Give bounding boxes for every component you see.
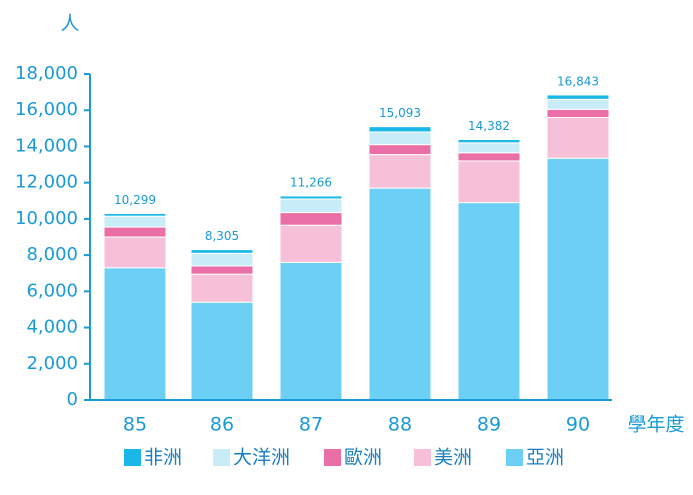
- bar-segment: [279, 198, 343, 214]
- bar-segment: [190, 301, 254, 401]
- bar-segment: [190, 249, 254, 254]
- bar-segment: [103, 212, 167, 217]
- total-label: 15,093: [379, 106, 421, 120]
- y-tick-label: 6,000: [26, 280, 78, 301]
- bar-segment: [368, 144, 432, 156]
- bar-segment: [546, 157, 610, 401]
- total-label: 11,266: [290, 175, 332, 189]
- legend-label: 歐洲: [344, 447, 382, 469]
- bar-segment: [103, 236, 167, 269]
- legend-swatch: [324, 449, 341, 466]
- y-tick-label: 2,000: [26, 353, 78, 374]
- legend-label: 美洲: [434, 447, 472, 469]
- bar-segment: [190, 252, 254, 267]
- bar-segment: [546, 116, 610, 159]
- y-tick-label: 0: [67, 389, 78, 410]
- bar-segment: [103, 215, 167, 228]
- bar-segment: [279, 212, 343, 226]
- legend-label: 亞洲: [526, 447, 564, 469]
- legend-label: 非洲: [144, 447, 182, 469]
- x-tick-label: 85: [123, 414, 147, 436]
- bar-segment: [368, 187, 432, 401]
- bar-segment: [546, 94, 610, 100]
- bar-segment: [457, 160, 521, 204]
- y-tick-label: 14,000: [15, 135, 78, 156]
- bar-segment: [279, 195, 343, 200]
- bar-segment: [279, 261, 343, 401]
- bar-segment: [546, 98, 610, 110]
- y-tick-label: 10,000: [15, 208, 78, 229]
- y-tick-label: 4,000: [26, 317, 78, 338]
- bar-segment: [457, 142, 521, 154]
- total-label: 10,299: [114, 193, 156, 207]
- x-tick-label: 89: [477, 414, 501, 436]
- bar-segment: [546, 108, 610, 118]
- bar-segment: [457, 139, 521, 144]
- bar-segment: [190, 265, 254, 275]
- x-tick-label: 88: [388, 414, 412, 436]
- bar-segment: [190, 273, 254, 303]
- total-label: 14,382: [468, 119, 510, 133]
- y-tick-label: 12,000: [15, 172, 78, 193]
- x-tick-label: 87: [299, 414, 323, 436]
- bar-segment: [368, 131, 432, 146]
- bar-segment: [279, 224, 343, 263]
- y-tick-label: 18,000: [15, 63, 78, 84]
- bar-segment: [368, 154, 432, 189]
- bar-segment: [103, 267, 167, 401]
- legend-swatch: [213, 449, 230, 466]
- bar-segment: [103, 226, 167, 238]
- legend-swatch: [124, 449, 141, 466]
- y-axis-title: 人: [60, 13, 79, 35]
- y-tick-label: 16,000: [15, 99, 78, 120]
- bar-segment: [457, 202, 521, 401]
- y-tick-label: 8,000: [26, 244, 78, 265]
- x-tick-label: 86: [210, 414, 234, 436]
- x-axis-title: 學年度: [627, 414, 684, 436]
- total-label: 16,843: [557, 74, 599, 88]
- x-tick-label: 90: [566, 414, 590, 436]
- bar-segment: [457, 152, 521, 162]
- legend-swatch: [414, 449, 431, 466]
- legend-label: 大洋洲: [233, 447, 290, 469]
- bar-segment: [368, 126, 432, 133]
- total-label: 8,305: [205, 229, 239, 243]
- legend-swatch: [506, 449, 523, 466]
